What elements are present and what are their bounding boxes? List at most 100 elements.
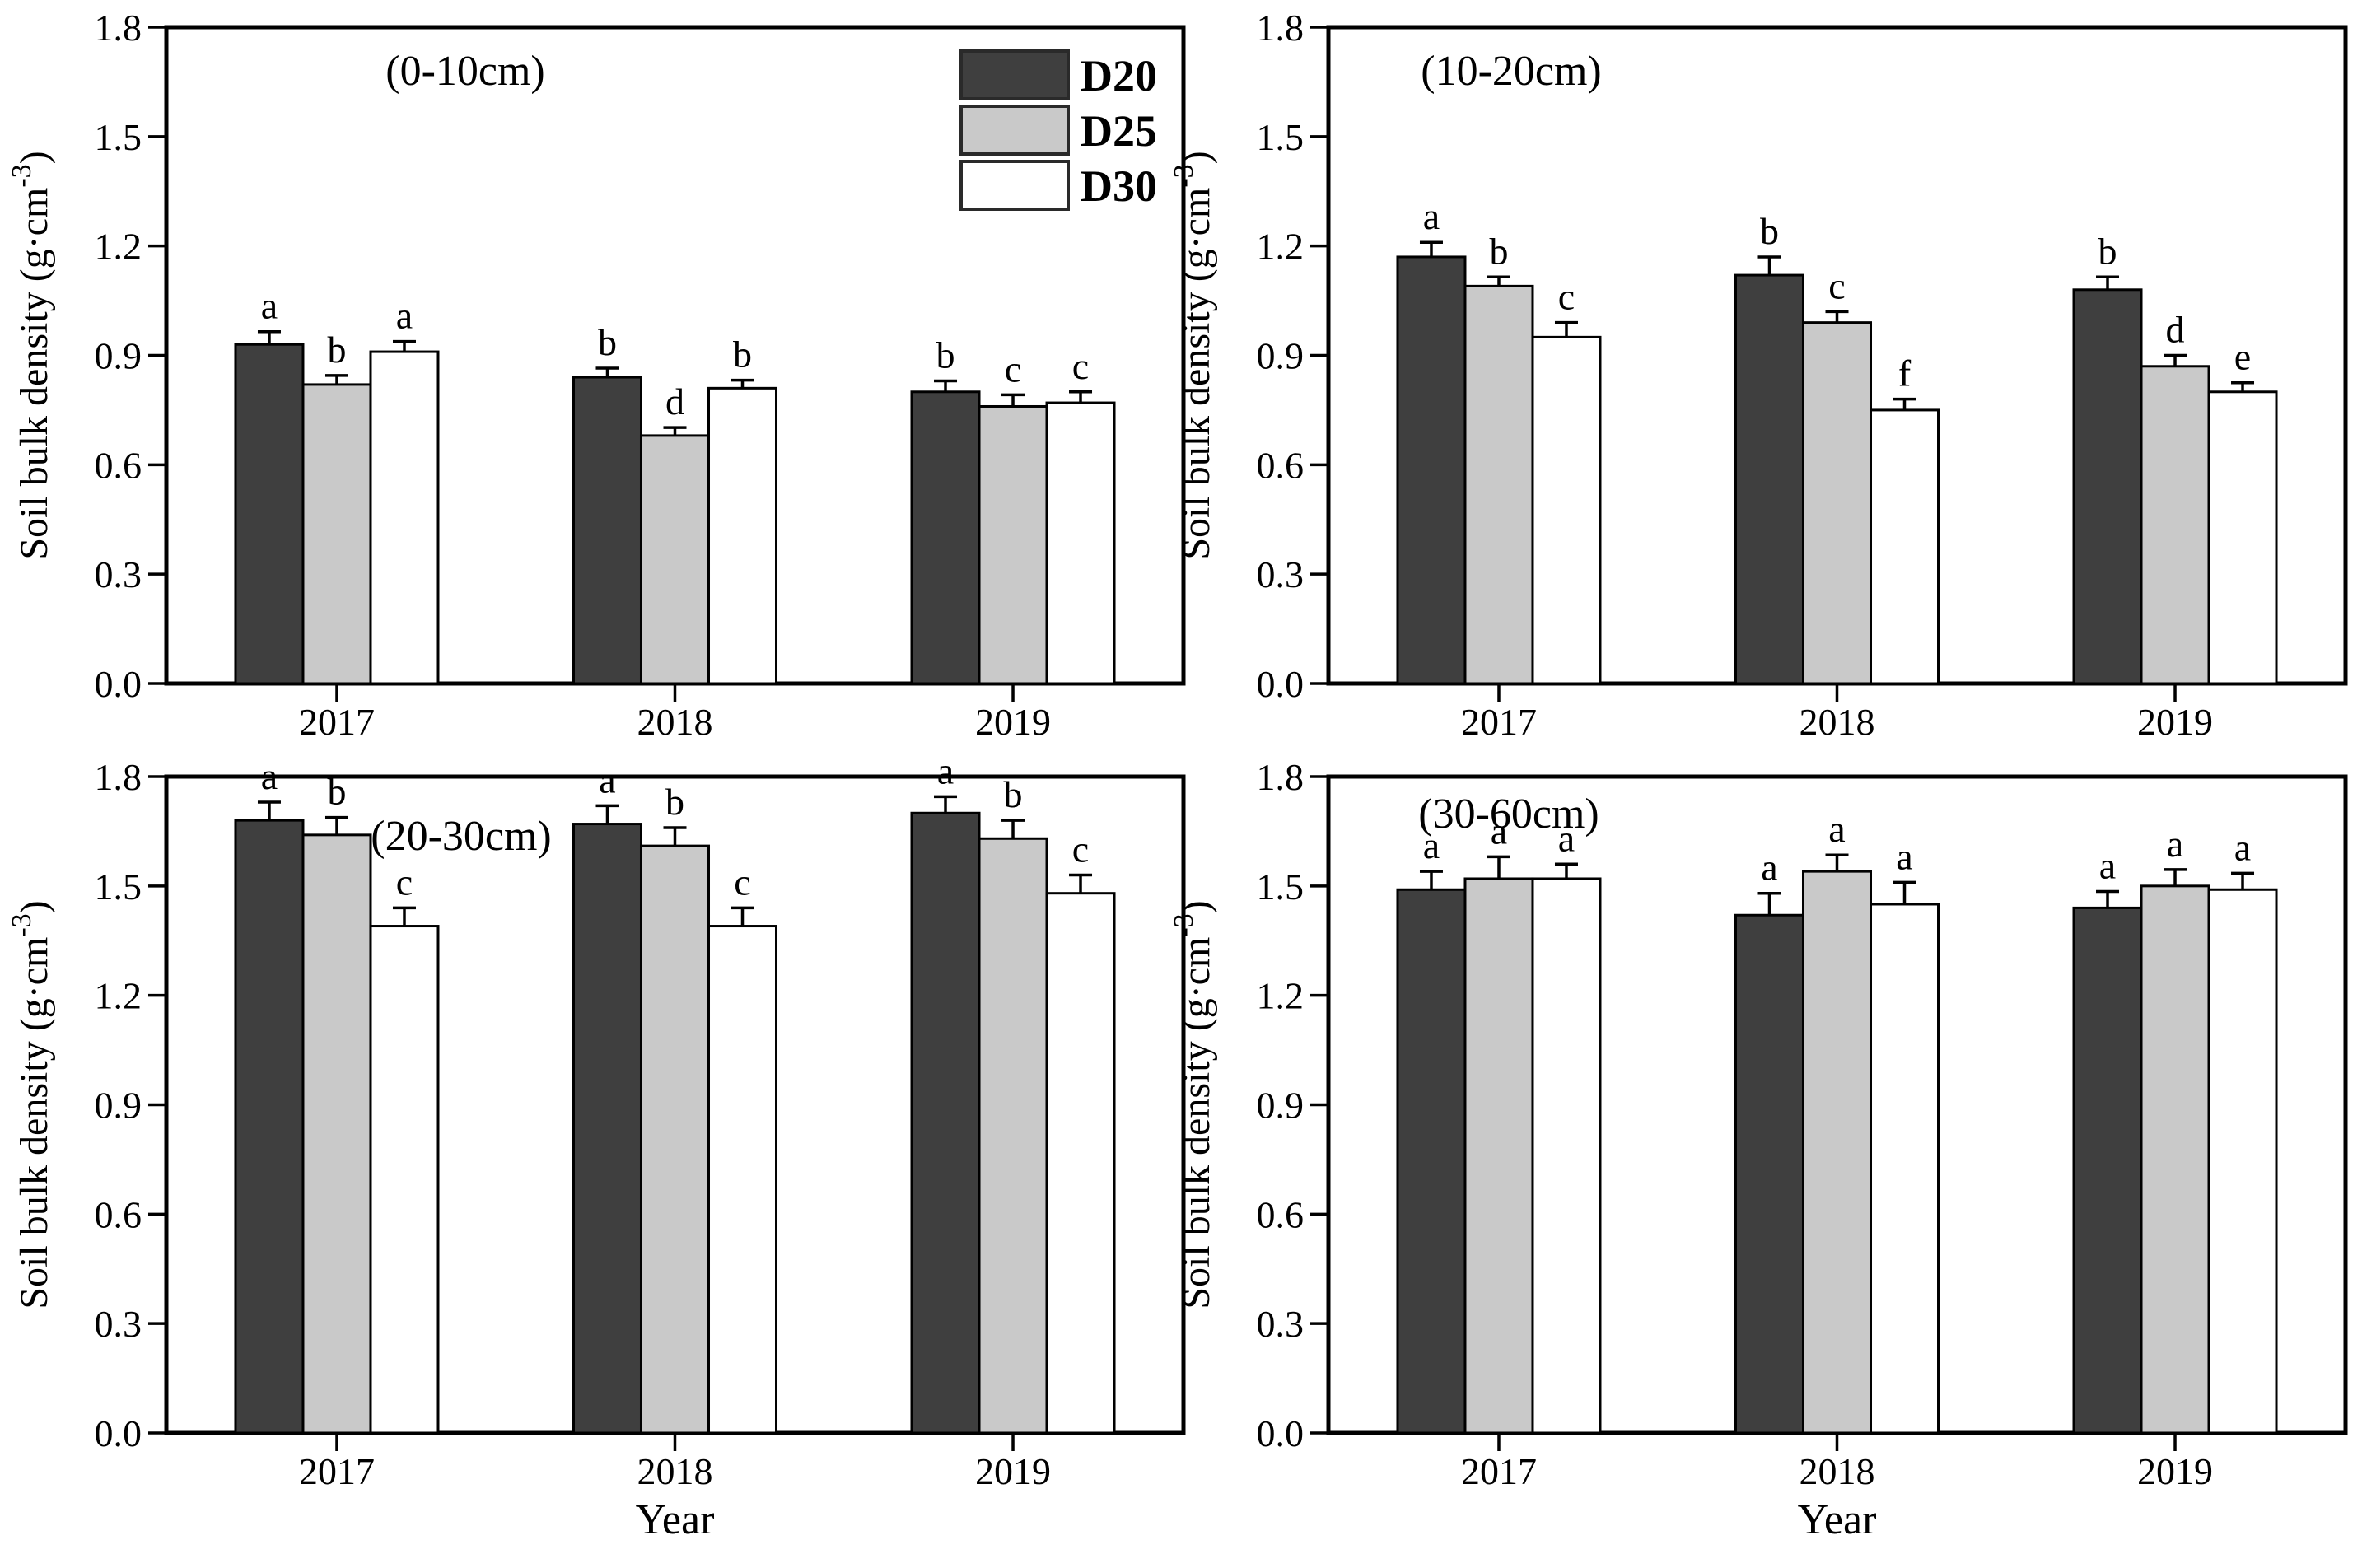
bar-D20-2019 — [910, 390, 981, 685]
panel-title: (10-20cm) — [1421, 48, 1601, 95]
y-tick-label-0.9: 0.9 — [1257, 335, 1305, 377]
bar-D30-2019 — [1045, 401, 1116, 685]
bar-D20-2017 — [234, 343, 305, 685]
y-tick-label-0.6: 0.6 — [95, 1193, 142, 1235]
error-bar-D20-2017 — [1419, 870, 1443, 890]
y-axis-title-superscript: -3 — [7, 164, 37, 187]
sig-letter-D20-2017: a — [1423, 195, 1440, 237]
sig-letter-D25-2017: b — [327, 771, 346, 813]
sig-letter-D20-2019: b — [936, 334, 955, 376]
error-bar-D30-2019 — [1069, 873, 1093, 894]
error-bar-D20-2018 — [595, 804, 619, 824]
y-axis-title: Soil bulk density (g·cm-3) — [7, 900, 56, 1309]
sig-letter-D20-2017: a — [261, 285, 278, 327]
panel-title: (0-10cm) — [385, 48, 544, 95]
sig-letter-D20-2019: b — [2098, 230, 2117, 272]
error-bar-D25-2019 — [2164, 353, 2187, 366]
sig-letter-D30-2019: a — [2234, 826, 2251, 868]
error-bar-D20-2018 — [595, 366, 619, 378]
x-tick-label-2018: 2018 — [637, 701, 713, 743]
legend-label-D30: D30 — [1081, 161, 1157, 211]
legend-swatch-D20 — [959, 49, 1070, 100]
error-bar-D20-2017 — [257, 800, 281, 821]
y-tick-label-0.0: 0.0 — [95, 663, 142, 705]
bar-D25-2018 — [639, 434, 711, 685]
y-tick-label-1.2: 1.2 — [95, 975, 142, 1017]
x-axis-title: Year — [1798, 1496, 1877, 1543]
legend-label-D20: D20 — [1081, 51, 1157, 100]
legend-label-D25: D25 — [1081, 106, 1157, 156]
bar-D25-2017 — [301, 833, 372, 1435]
error-bar-D25-2018 — [663, 426, 687, 436]
error-bar-D20-2019 — [2096, 275, 2120, 290]
error-bar-D30-2017 — [392, 906, 416, 926]
bar-D30-2018 — [707, 386, 778, 685]
bar-D20-2018 — [1734, 273, 1804, 685]
sig-letter-D25-2019: b — [1004, 773, 1023, 815]
sig-letter-D25-2018: d — [665, 380, 684, 422]
y-tick-label-0.9: 0.9 — [1257, 1085, 1305, 1127]
x-axis-title: Year — [636, 1496, 715, 1543]
sig-letter-D30-2017: a — [396, 295, 413, 337]
sig-letter-D30-2018: a — [1896, 835, 1912, 877]
error-bar-D30-2017 — [1554, 862, 1578, 879]
error-bar-D30-2018 — [731, 378, 754, 389]
bar-D20-2018 — [572, 823, 642, 1435]
sig-letter-D30-2017: a — [1558, 817, 1575, 859]
panel-title: (30-60cm) — [1418, 791, 1599, 838]
error-bar-D30-2019 — [2231, 871, 2255, 890]
y-axis-title-close: ) — [1174, 900, 1218, 913]
y-tick-label-1.2: 1.2 — [95, 226, 142, 268]
y-tick-label-1.8: 1.8 — [1257, 756, 1305, 798]
bar-D30-2019 — [2207, 888, 2278, 1435]
error-bar-D30-2018 — [731, 906, 754, 926]
bar-D30-2018 — [1870, 408, 1940, 685]
sig-letter-D25-2017: a — [1491, 810, 1507, 852]
error-bar-D25-2017 — [1487, 275, 1510, 287]
error-bar-D20-2018 — [1757, 255, 1781, 276]
sig-letter-D20-2019: a — [937, 749, 954, 791]
y-tick-label-0.0: 0.0 — [1257, 663, 1305, 705]
error-bar-D25-2019 — [1001, 393, 1025, 407]
panel-0-10cm: 0.0 0.3 0.6 0.9 1.2 1.5 1.8 2017 a b a 2018 b d b 2019 b… — [7, 7, 1186, 743]
error-bar-D30-2018 — [1893, 397, 1916, 410]
y-tick-label-1.2: 1.2 — [1257, 975, 1305, 1017]
bar-D25-2018 — [1801, 870, 1873, 1435]
x-tick-label-2019: 2019 — [975, 701, 1051, 743]
y-tick-label-0.3: 0.3 — [95, 553, 142, 595]
y-axis-title-close: ) — [12, 151, 56, 164]
y-axis-title: Soil bulk density (g·cm-3) — [1169, 900, 1218, 1309]
y-tick-label-0.6: 0.6 — [1257, 444, 1305, 486]
bar-D30-2017 — [1531, 335, 1602, 685]
y-tick-label-0.6: 0.6 — [1257, 1193, 1305, 1235]
y-axis-title-superscript: -3 — [7, 913, 37, 936]
bar-D25-2018 — [1801, 321, 1873, 685]
bar-D20-2017 — [1396, 888, 1467, 1435]
sig-letter-D25-2017: b — [327, 329, 346, 371]
y-tick-label-0.9: 0.9 — [95, 335, 142, 377]
x-tick-label-2017: 2017 — [1461, 1450, 1537, 1492]
error-bar-D25-2018 — [1825, 853, 1849, 872]
bar-D25-2019 — [978, 404, 1048, 685]
y-tick-label-0.6: 0.6 — [95, 444, 142, 486]
sig-letter-D25-2019: d — [2166, 309, 2185, 351]
x-tick-label-2017: 2017 — [299, 701, 375, 743]
x-tick-label-2018: 2018 — [637, 1450, 713, 1492]
x-tick-label-2017: 2017 — [299, 1450, 375, 1492]
sig-letter-D30-2018: c — [734, 861, 750, 903]
bar-D30-2019 — [1045, 892, 1116, 1435]
error-bar-D30-2019 — [1069, 390, 1093, 404]
bar-D20-2018 — [572, 376, 642, 685]
sig-letter-D25-2017: b — [1489, 230, 1508, 272]
y-tick-label-1.5: 1.5 — [95, 116, 142, 158]
x-tick-label-2019: 2019 — [975, 1450, 1051, 1492]
bar-D20-2017 — [234, 819, 305, 1435]
x-tick-label-2018: 2018 — [1800, 701, 1875, 743]
sig-letter-D20-2019: a — [2099, 844, 2116, 886]
bar-D30-2017 — [1531, 877, 1602, 1435]
bar-D20-2019 — [2072, 906, 2143, 1435]
bar-D25-2018 — [639, 844, 711, 1435]
panel-title: (20-30cm) — [371, 813, 551, 860]
sig-letter-D30-2017: c — [396, 861, 413, 903]
